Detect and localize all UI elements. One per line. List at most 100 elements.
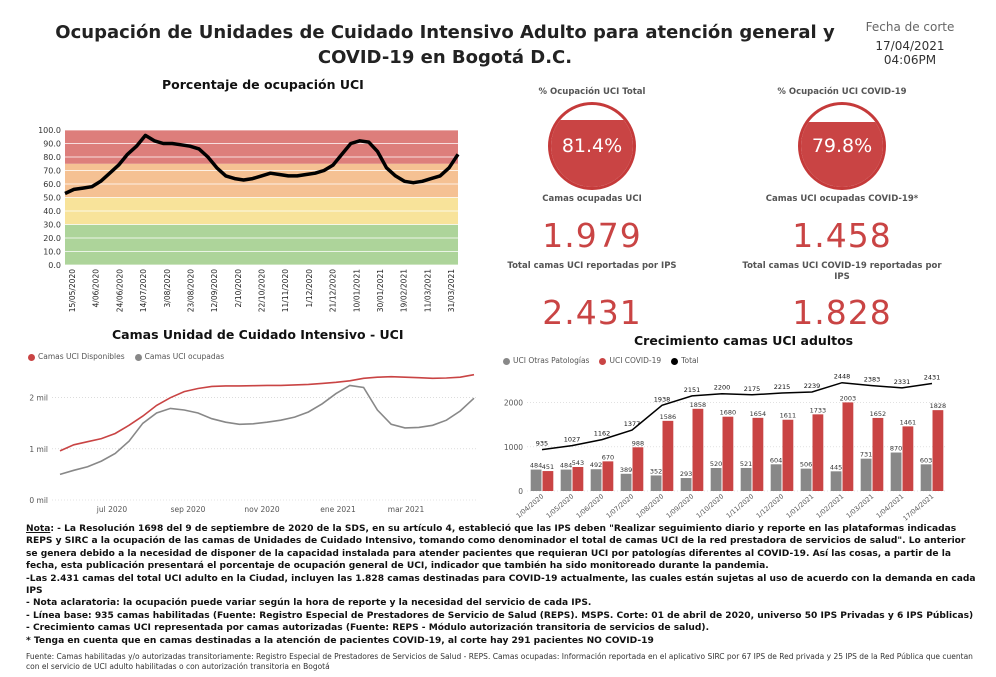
growth-xtick-label: 1/06/2020 [575, 492, 606, 520]
growth-bar-otras [830, 471, 842, 491]
growth-bar-covid [722, 416, 734, 491]
pct-chart: 0.0 10.0 20.0 30.0 40.0 50.0 60.0 70.0 80.0 90.0 1… [38, 126, 460, 312]
growth-xtick-label: 1/02/2021 [815, 492, 846, 520]
legend-dot-icon [503, 357, 510, 365]
growth-bar-covid [932, 410, 944, 491]
camas-ytick-label: 2 mil [29, 394, 48, 403]
legend-covid[interactable]: UCI COVID-19 [599, 356, 661, 365]
legend-otras[interactable]: UCI Otras Patologías [503, 356, 589, 365]
note-5: - Crecimiento camas UCI representada por… [26, 623, 710, 634]
growth-xtick-label: 1/04/2021 [875, 492, 906, 520]
growth-xtick-label: 1/12/2020 [755, 492, 786, 520]
growth-bar-otras [800, 468, 812, 491]
growth-legend: UCI Otras Patologías UCI COVID-19 Total [503, 356, 699, 365]
gauge-total: 81.4% [548, 102, 636, 190]
pct-series-line [64, 133, 460, 196]
growth-bar-covid [872, 417, 884, 491]
growth-label-covid: 451 [542, 463, 554, 471]
camas-chart: 0 mil 1 mil 2 mil jul 2020 sep 2020 nov 2020 e… [29, 373, 478, 514]
pct-xtick-label: 2/10/2020 [234, 269, 243, 308]
growth-label-total: 2383 [864, 376, 881, 384]
camas-chart-title: Camas Unidad de Cuidado Intensivo - UCI [112, 327, 404, 342]
legend-ocupadas[interactable]: Camas UCI ocupadas [134, 352, 224, 361]
camas-xtick-label: sep 2020 [171, 505, 206, 514]
occupied-covid-label: Camas UCI ocupadas COVID-19* [765, 194, 919, 204]
growth-label-otras: 603 [920, 456, 932, 464]
title-line-2: COVID-19 en Bogotá D.C. [317, 47, 573, 68]
growth-label-covid: 670 [602, 453, 614, 461]
growth-bar-covid [752, 417, 764, 491]
growth-chart-title: Crecimiento camas UCI adultos [634, 333, 854, 348]
growth-xtick-label: 17/04/2021 [901, 492, 935, 521]
growth-label-total: 2151 [684, 386, 701, 394]
growth-label-total: 1938 [654, 395, 671, 403]
growth-ytick-label: 2000 [504, 399, 523, 408]
pct-xtick-label: 3/08/2020 [163, 269, 172, 308]
note-4: - Línea base: 935 camas habilitadas (Fue… [26, 610, 974, 621]
pct-xtick-label: 31/03/2021 [447, 269, 456, 312]
occupancy-band-0 [65, 224, 458, 265]
gauge-covid: 79.8% [798, 102, 886, 190]
growth-label-otras: 389 [620, 466, 632, 474]
growth-label-total: 2239 [804, 382, 821, 390]
legend-dot-icon [28, 353, 35, 361]
camas-xtick-label: jul 2020 [96, 505, 128, 514]
pct-chart-title: Porcentaje de ocupación UCI [162, 77, 364, 92]
pct-ytick-label: 0.0 [48, 261, 61, 270]
pct-xtick-label: 24/06/2020 [115, 269, 124, 312]
growth-bar-covid [902, 426, 914, 491]
growth-xtick-label: 1/09/2020 [665, 492, 696, 520]
legend-disponibles[interactable]: Camas UCI Disponibles [28, 352, 125, 361]
legend-label: UCI COVID-19 [609, 356, 662, 365]
pct-ytick-label: 30.0 [43, 221, 61, 230]
growth-label-covid: 543 [572, 459, 584, 467]
pct-xtick-label: 21/12/2020 [329, 269, 338, 312]
occupancy-band-2 [65, 163, 458, 198]
growth-bar-otras [740, 467, 752, 491]
growth-bar-covid [692, 408, 704, 491]
growth-xtick-label: 1/11/2020 [725, 492, 756, 520]
growth-bar-covid [632, 447, 644, 491]
pct-ytick-label: 40.0 [43, 207, 61, 216]
growth-label-covid: 1654 [750, 410, 767, 418]
growth-ytick-label: 0 [518, 487, 523, 496]
note-1: Nota: - La Resolución 1698 del 9 de sept… [26, 523, 976, 573]
note-2: -Las 2.431 camas del total UCI adulto en… [26, 573, 976, 597]
growth-label-otras: 293 [680, 470, 692, 478]
growth-bar-covid [812, 414, 824, 491]
growth-xtick-label: 1/05/2020 [545, 492, 576, 520]
pct-xtick-label: 12/09/2020 [210, 269, 219, 312]
growth-label-total: 1027 [564, 436, 581, 444]
legend-total[interactable]: Total [671, 356, 699, 365]
growth-bar-otras [710, 468, 722, 491]
growth-bar-covid [542, 471, 554, 491]
growth-bar-otras [560, 469, 572, 491]
camas-legend: Camas UCI Disponibles Camas UCI ocupadas [28, 352, 224, 361]
growth-label-total: 2215 [774, 383, 791, 391]
camas-ytick-label: 0 mil [29, 496, 48, 505]
note-1-prefix: Nota [26, 524, 51, 534]
growth-label-otras: 520 [710, 460, 722, 468]
source-note: Fuente: Camas habilitadas y/o autorizada… [26, 652, 973, 671]
growth-label-covid: 1461 [900, 418, 917, 426]
growth-bar-otras [920, 464, 932, 491]
pct-ytick-label: 70.0 [43, 167, 61, 176]
pct-xtick-label: 11/11/2020 [281, 269, 290, 312]
camas-xtick-label: ene 2021 [320, 505, 356, 514]
occupancy-band-3 [65, 130, 458, 164]
growth-label-covid: 1828 [930, 402, 947, 410]
pct-xtick-label: 14/07/2020 [139, 269, 148, 312]
growth-bar-otras [860, 458, 872, 491]
growth-label-total: 2448 [834, 373, 851, 381]
note-6: * Tenga en cuenta que en camas destinada… [26, 635, 654, 646]
occupied-covid-value: 1.458 [792, 216, 892, 255]
pct-xtick-label: 10/01/2021 [352, 269, 361, 312]
growth-label-total: 2175 [744, 385, 761, 393]
legend-dot-icon [599, 357, 607, 365]
growth-label-total: 2200 [714, 384, 731, 392]
note-1-text: : - La Resolución 1698 del 9 de septiemb… [26, 524, 966, 572]
pct-ytick-label: 80.0 [43, 153, 61, 162]
growth-label-otras: 445 [830, 463, 842, 471]
growth-label-covid: 1652 [870, 410, 887, 418]
